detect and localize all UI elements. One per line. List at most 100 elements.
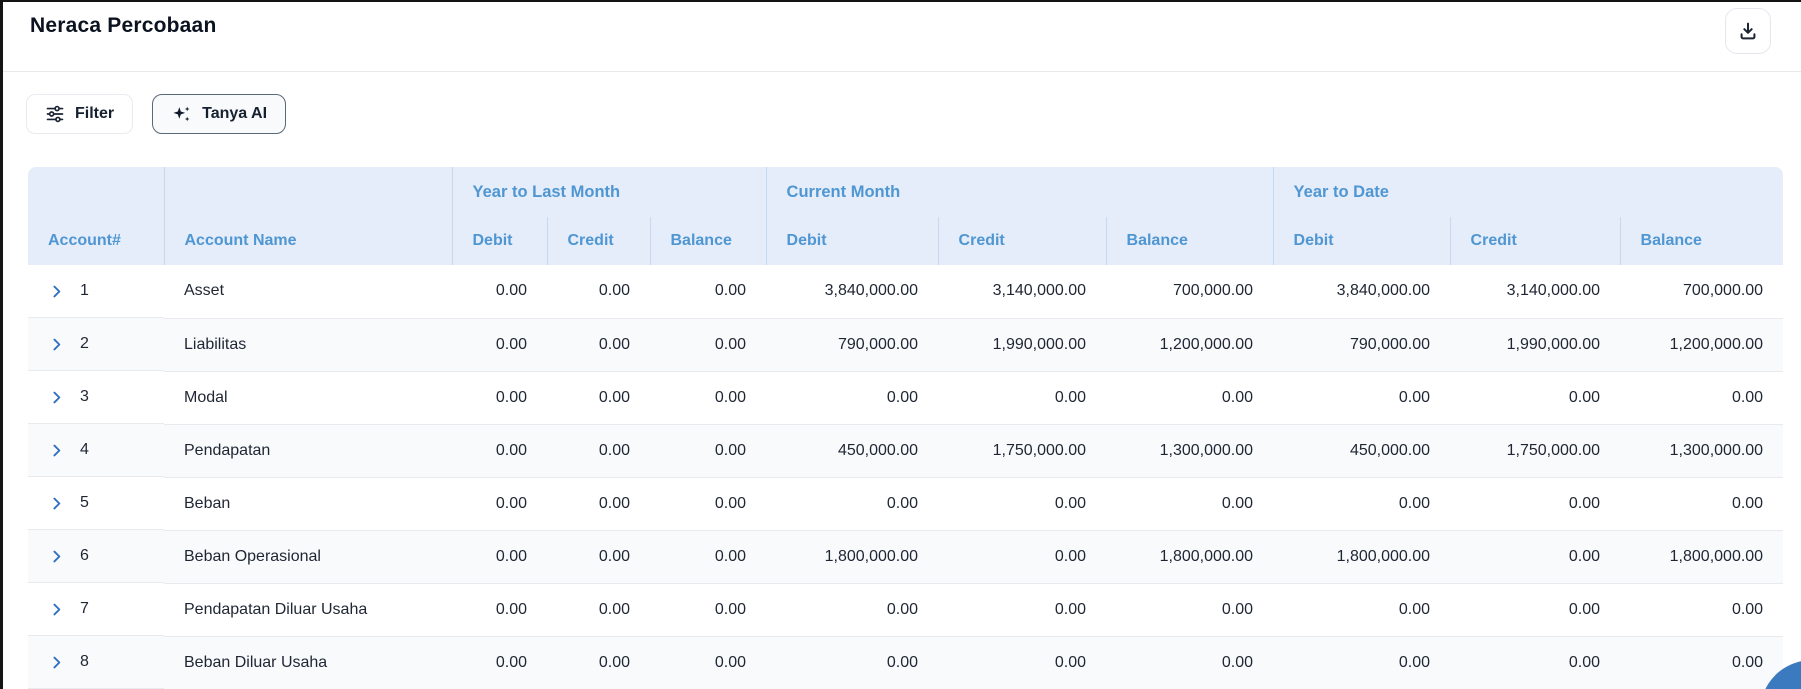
amount-cell: 0.00 (1273, 371, 1451, 425)
account-name-cell: Modal (164, 371, 452, 425)
column-header-debit: Debit (765, 217, 939, 265)
chevron-right-icon[interactable] (48, 389, 65, 406)
amount-cell: 1,200,000.00 (1106, 318, 1274, 372)
amount-cell: 3,140,000.00 (938, 265, 1107, 319)
amount-cell: 0.00 (1620, 583, 1783, 637)
account-number: 6 (80, 547, 89, 564)
amount-cell: 0.00 (547, 265, 650, 319)
column-header-account-name: Account Name (163, 217, 452, 265)
amount-cell: 0.00 (452, 636, 547, 689)
chevron-right-icon[interactable] (48, 283, 65, 300)
chevron-right-icon[interactable] (48, 548, 65, 565)
tanya-ai-button-label: Tanya AI (202, 105, 268, 122)
amount-cell: 1,300,000.00 (1620, 424, 1783, 478)
account-number-cell: 5 (28, 477, 164, 530)
amount-cell: 1,800,000.00 (1273, 530, 1451, 584)
amount-cell: 790,000.00 (766, 318, 939, 372)
amount-cell: 0.00 (547, 636, 650, 689)
column-header-balance: Balance (1619, 217, 1783, 265)
amount-cell: 0.00 (452, 530, 547, 584)
account-name-cell: Asset (164, 265, 452, 319)
account-number: 1 (80, 282, 89, 299)
table-row: 3 Modal 0.00 0.00 0.00 0.00 0.00 0.00 0.00 0.00 0.… (28, 371, 1783, 425)
toolbar: Filter Tanya AI (26, 94, 1801, 134)
download-icon (1737, 20, 1759, 42)
amount-cell: 1,750,000.00 (938, 424, 1107, 478)
amount-cell: 0.00 (452, 265, 547, 319)
amount-cell: 1,750,000.00 (1450, 424, 1621, 478)
amount-cell: 0.00 (766, 583, 939, 637)
amount-cell: 0.00 (938, 477, 1107, 531)
account-number: 5 (80, 494, 89, 511)
amount-cell: 0.00 (766, 371, 939, 425)
column-header-debit: Debit (451, 217, 547, 265)
chevron-right-icon[interactable] (48, 495, 65, 512)
column-header-balance: Balance (649, 217, 767, 265)
column-header-row: Account# Account Name Debit Credit Balan… (28, 217, 1783, 265)
amount-cell: 0.00 (1620, 371, 1783, 425)
amount-cell: 0.00 (650, 265, 767, 319)
account-number-cell: 4 (28, 424, 164, 477)
account-number: 2 (80, 335, 89, 352)
amount-cell: 0.00 (1106, 636, 1274, 689)
amount-cell: 0.00 (1620, 477, 1783, 531)
column-header-credit: Credit (1449, 217, 1621, 265)
amount-cell: 1,800,000.00 (1620, 530, 1783, 584)
chevron-right-icon[interactable] (48, 601, 65, 618)
amount-cell: 0.00 (547, 318, 650, 372)
amount-cell: 1,990,000.00 (938, 318, 1107, 372)
amount-cell: 0.00 (1450, 583, 1621, 637)
group-header-year-to-last-month: Year to Last Month (451, 167, 767, 217)
amount-cell: 0.00 (1106, 371, 1274, 425)
account-number: 3 (80, 388, 89, 405)
amount-cell: 0.00 (547, 371, 650, 425)
amount-cell: 0.00 (938, 371, 1107, 425)
account-name-cell: Beban Operasional (164, 530, 452, 584)
page-title: Neraca Percobaan (30, 14, 217, 37)
amount-cell: 450,000.00 (766, 424, 939, 478)
amount-cell: 0.00 (1450, 636, 1621, 689)
amount-cell: 0.00 (452, 371, 547, 425)
amount-cell: 0.00 (1620, 636, 1783, 689)
amount-cell: 0.00 (452, 424, 547, 478)
account-number-cell: 8 (28, 636, 164, 689)
amount-cell: 0.00 (1273, 636, 1451, 689)
amount-cell: 0.00 (650, 371, 767, 425)
amount-cell: 790,000.00 (1273, 318, 1451, 372)
group-header-row: Year to Last Month Current Month Year to… (28, 167, 1783, 217)
column-header-account-number: Account# (28, 217, 164, 265)
table-row: 8 Beban Diluar Usaha 0.00 0.00 0.00 0.00 0.00 0… (28, 636, 1783, 689)
filter-button[interactable]: Filter (26, 94, 134, 134)
amount-cell: 0.00 (547, 583, 650, 637)
amount-cell: 1,800,000.00 (766, 530, 939, 584)
amount-cell: 1,800,000.00 (1106, 530, 1274, 584)
amount-cell: 3,140,000.00 (1450, 265, 1621, 319)
amount-cell: 1,990,000.00 (1450, 318, 1621, 372)
chevron-right-icon[interactable] (48, 336, 65, 353)
sliders-icon (45, 104, 65, 124)
amount-cell: 0.00 (1106, 477, 1274, 531)
amount-cell: 0.00 (1106, 583, 1274, 637)
amount-cell: 0.00 (650, 424, 767, 478)
group-header-spacer (163, 167, 452, 217)
group-header-year-to-date: Year to Date (1272, 167, 1783, 217)
amount-cell: 0.00 (938, 636, 1107, 689)
amount-cell: 0.00 (1450, 371, 1621, 425)
column-header-credit: Credit (546, 217, 650, 265)
table-row: 4 Pendapatan 0.00 0.00 0.00 450,000.00 1,750,0… (28, 424, 1783, 478)
chevron-right-icon[interactable] (48, 654, 65, 671)
table-row: 5 Beban 0.00 0.00 0.00 0.00 0.00 0.00 0.00 0.00 0.… (28, 477, 1783, 531)
amount-cell: 0.00 (1273, 477, 1451, 531)
account-name-cell: Liabilitas (164, 318, 452, 372)
amount-cell: 700,000.00 (1106, 265, 1274, 319)
amount-cell: 0.00 (452, 318, 547, 372)
chevron-right-icon[interactable] (48, 442, 65, 459)
table-row: 7 Pendapatan Diluar Usaha 0.00 0.00 0.00 0.00… (28, 583, 1783, 637)
tanya-ai-button[interactable]: Tanya AI (152, 94, 287, 134)
account-name-cell: Beban Diluar Usaha (164, 636, 452, 689)
amount-cell: 1,200,000.00 (1620, 318, 1783, 372)
amount-cell: 0.00 (1273, 583, 1451, 637)
amount-cell: 3,840,000.00 (1273, 265, 1451, 319)
download-button[interactable] (1725, 8, 1771, 54)
filter-button-label: Filter (75, 105, 115, 122)
